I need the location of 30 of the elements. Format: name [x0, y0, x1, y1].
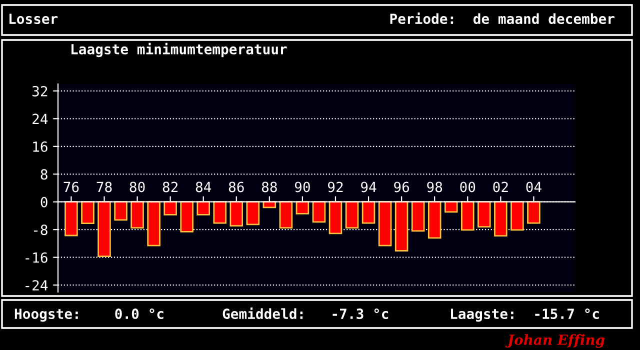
x-tick-label: 04 [526, 182, 542, 192]
text: Johan Effing [505, 334, 605, 348]
text: Hoogste: 0.0 °c [14, 308, 164, 322]
x-tick-label: 94 [361, 182, 376, 192]
x-tick-label: 86 [228, 182, 244, 192]
y-tick-label: -8 [34, 224, 48, 236]
chart-title: Laagste minimumtemperatuur [72, 42, 287, 58]
x-tick-label: 80 [130, 182, 145, 192]
x-tick-label: 00 [460, 182, 476, 192]
x-tick-label: 96 [394, 182, 410, 192]
x-tick-label: 98 [427, 182, 442, 192]
x-tick-label: 82 [162, 182, 178, 192]
y-tick-label: 0 [40, 196, 48, 208]
x-tick-label: 92 [328, 182, 343, 192]
y-tick-label: -16 [26, 252, 48, 263]
x-tick-label: 84 [196, 182, 212, 192]
x-tick-label: 02 [493, 182, 508, 192]
x-tick-label: 78 [96, 182, 112, 192]
text: Losser [10, 14, 58, 24]
y-tick-label: -24 [26, 280, 48, 290]
text: Laagste: -15.7 °c [451, 308, 599, 322]
y-tick-label: 8 [40, 169, 48, 180]
x-tick-label: 88 [262, 182, 277, 192]
text: Gemiddeld: -7.3 °c [222, 308, 388, 320]
y-tick-label: 16 [33, 141, 48, 152]
x-tick-label: 90 [294, 182, 310, 192]
y-tick-label: 32 [32, 86, 48, 96]
y-tick-label: 24 [32, 114, 48, 124]
x-tick-label: 76 [64, 182, 79, 192]
text: Periode: de maand december [390, 12, 614, 24]
